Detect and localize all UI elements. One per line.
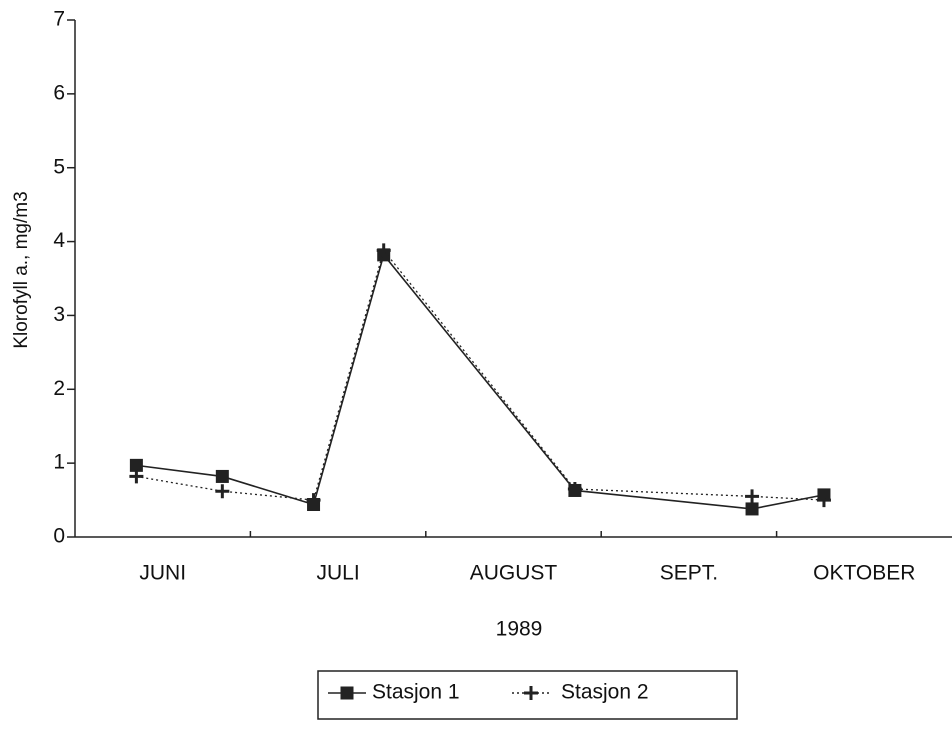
- marker: [215, 484, 230, 499]
- marker: [745, 489, 760, 504]
- legend-box: [317, 670, 738, 720]
- y-tick-label: 5: [53, 155, 65, 178]
- marker: [340, 686, 354, 700]
- marker: [745, 502, 759, 516]
- marker: [306, 493, 321, 508]
- x-tick-label: OKTOBER: [813, 562, 915, 585]
- x-tick-label: AUGUST: [470, 562, 558, 585]
- marker: [215, 469, 229, 483]
- legend-label: Stasjon 2: [561, 681, 649, 704]
- x-tick-label: JUNI: [139, 562, 186, 585]
- y-tick-label: 2: [53, 377, 65, 400]
- marker: [567, 481, 582, 496]
- series-line: [136, 253, 825, 510]
- y-tick-label: 7: [53, 8, 65, 31]
- legend-label: Stasjon 1: [372, 681, 460, 704]
- marker: [129, 458, 143, 472]
- marker: [816, 493, 831, 508]
- y-tick-label: 1: [53, 451, 65, 474]
- y-tick-label: 0: [53, 525, 65, 548]
- x-tick-label: SEPT.: [660, 562, 718, 585]
- series-line: [136, 249, 824, 501]
- marker: [524, 686, 538, 700]
- y-tick-label: 6: [53, 81, 65, 104]
- y-axis-label: Klorofyll a., mg/m3: [11, 191, 32, 348]
- marker: [376, 243, 391, 258]
- y-tick-label: 4: [53, 229, 65, 252]
- marker: [129, 469, 144, 484]
- x-tick-label: JULI: [317, 562, 360, 585]
- x-axis-label: 1989: [496, 618, 543, 641]
- y-tick-label: 3: [53, 303, 65, 326]
